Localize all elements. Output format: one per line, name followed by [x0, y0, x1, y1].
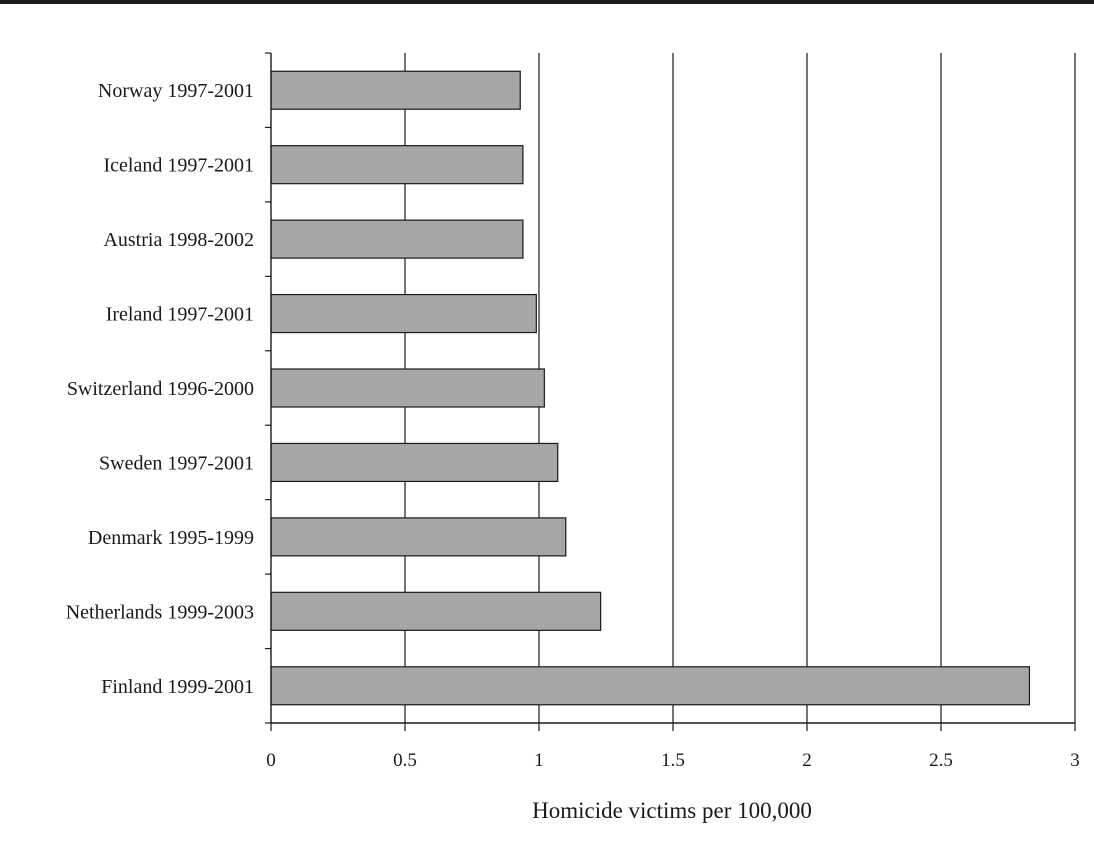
bar-layer: [270, 70, 1031, 706]
bar-4: [270, 368, 545, 408]
bar-7: [270, 591, 602, 631]
bar-6: [270, 517, 567, 557]
category-label-6: Denmark 1995-1999: [88, 527, 254, 549]
x-tick-label-6: 3: [1070, 750, 1080, 771]
axis-layer: [265, 52, 1076, 731]
x-tick-label-0: 0: [266, 750, 276, 771]
bar-5: [270, 442, 559, 483]
bar-8: [270, 666, 1031, 706]
x-tick-label-4: 2: [802, 750, 812, 771]
x-tick-label-2: 1: [534, 750, 544, 771]
category-label-8: Finland 1999-2001: [101, 676, 254, 698]
bar-2: [270, 219, 524, 259]
bar-0: [270, 70, 521, 110]
bar-3: [270, 293, 537, 334]
x-tick-label-1: 0.5: [393, 750, 417, 771]
x-axis-title: Homicide victims per 100,000: [532, 798, 812, 823]
category-label-5: Sweden 1997-2001: [99, 452, 254, 474]
x-tick-label-3: 1.5: [661, 750, 685, 771]
category-label-0: Norway 1997-2001: [98, 80, 254, 102]
x-tick-label-5: 2.5: [929, 750, 953, 771]
bar-1: [270, 145, 524, 185]
category-label-2: Austria 1998-2002: [103, 229, 254, 251]
top-rule: [0, 0, 1094, 4]
category-label-4: Switzerland 1996-2000: [67, 378, 254, 400]
label-layer: 0 0.5 1 1.5 2 2.5 3 Norway 1997-2001 Iceland 199…: [66, 80, 1080, 771]
category-label-3: Ireland 1997-2001: [106, 304, 254, 326]
category-label-7: Netherlands 1999-2003: [66, 601, 254, 623]
category-label-1: Iceland 1997-2001: [103, 155, 254, 177]
